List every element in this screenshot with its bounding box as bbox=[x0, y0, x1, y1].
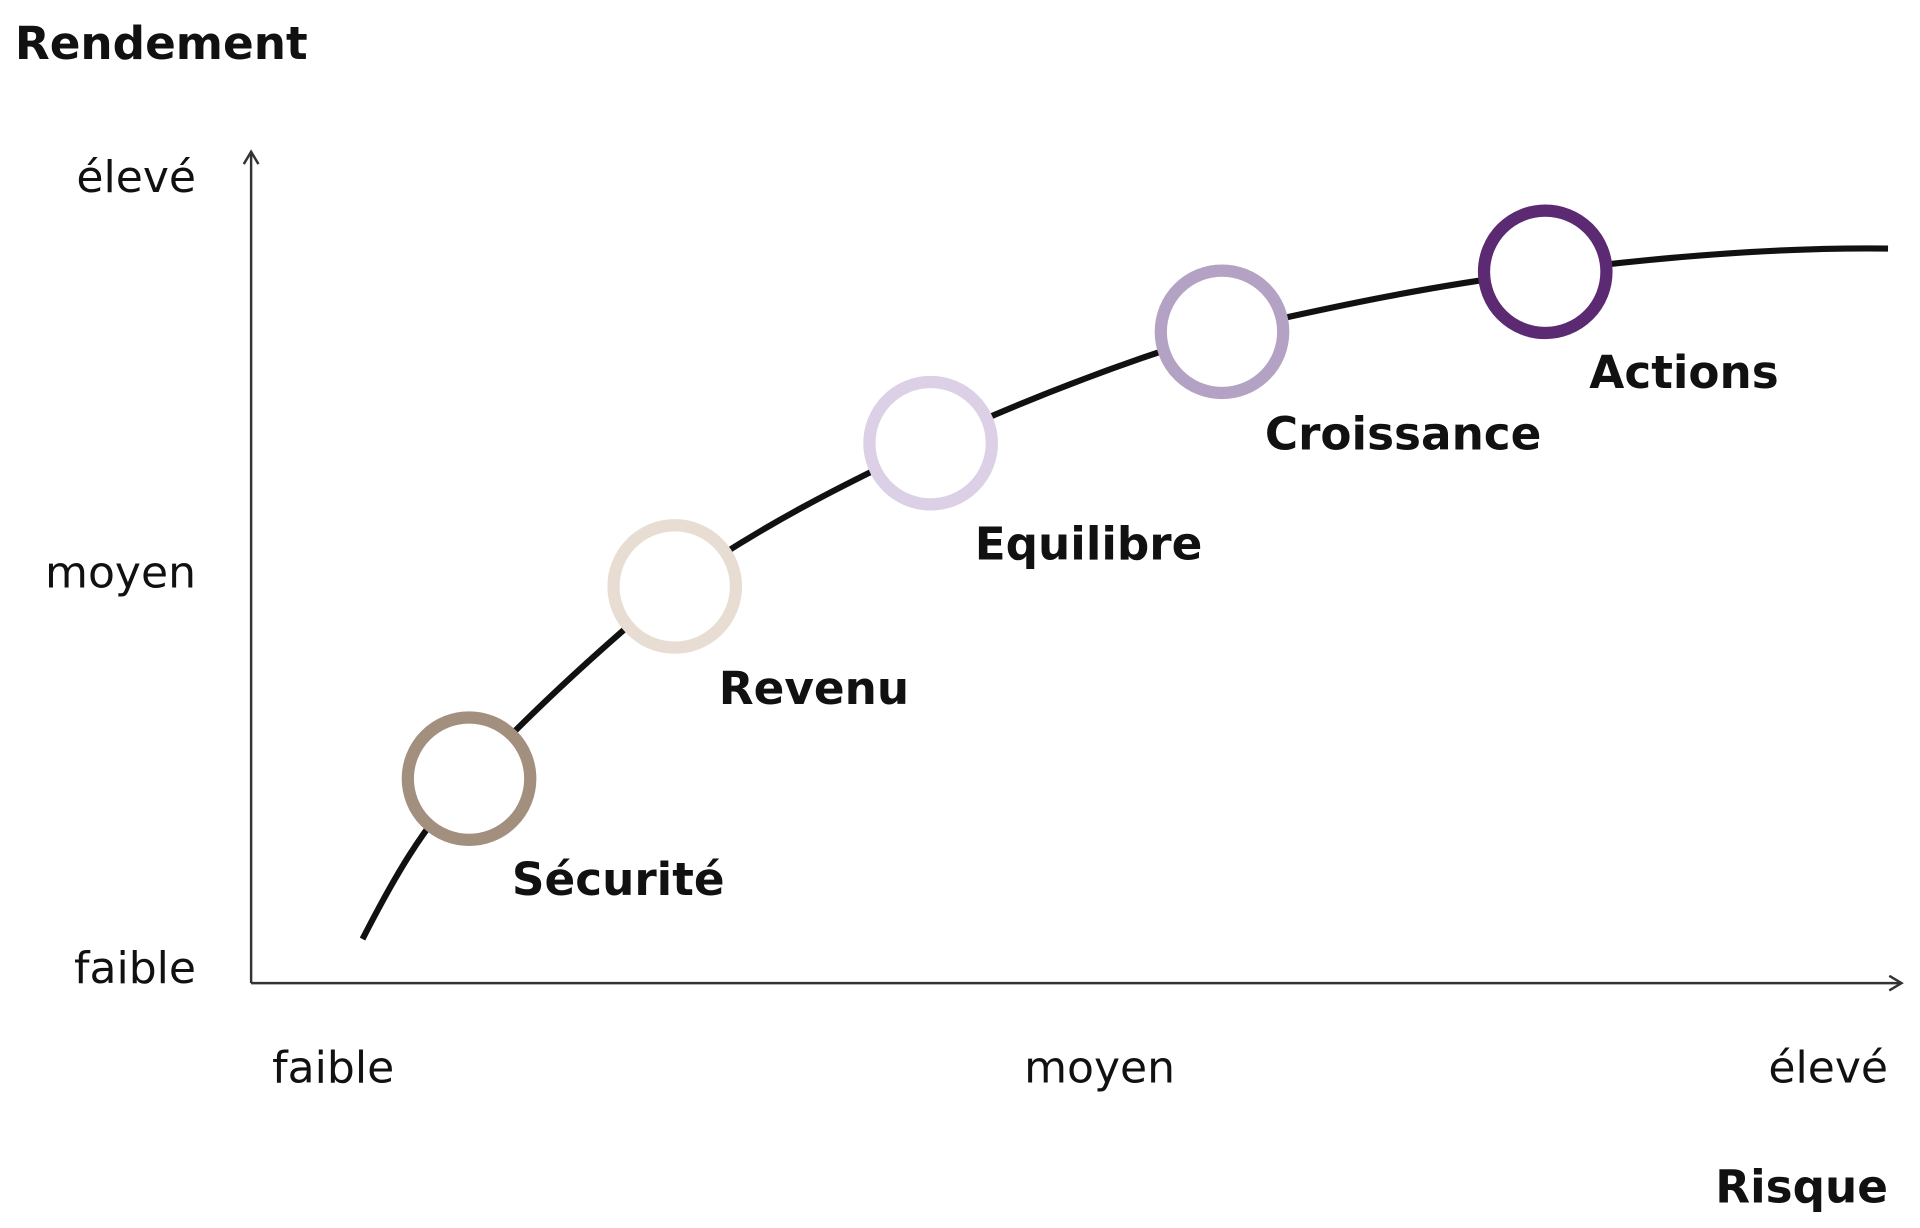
nodes: Sécurité Revenu Equilibre Croissance Actions bbox=[401, 204, 1779, 906]
x-label: élevé bbox=[1768, 1042, 1888, 1093]
y-arrow bbox=[242, 149, 260, 165]
y-label: faible bbox=[74, 943, 196, 994]
node-circle bbox=[863, 375, 998, 511]
node-label: Equilibre bbox=[975, 518, 1203, 571]
x-label: moyen bbox=[1024, 1042, 1175, 1093]
node-label: Sécurité bbox=[512, 853, 725, 906]
x-axis-title: Risque bbox=[1715, 1160, 1888, 1213]
y-label: moyen bbox=[45, 548, 196, 599]
node-circle bbox=[1154, 264, 1290, 400]
node-label: Croissance bbox=[1265, 407, 1542, 460]
y-label: élevé bbox=[76, 152, 196, 203]
x-arrow bbox=[1888, 974, 1904, 992]
y-axis-title: Rendement bbox=[15, 17, 308, 70]
x-label: faible bbox=[272, 1042, 394, 1093]
node-circle bbox=[401, 711, 537, 847]
node-circle bbox=[607, 519, 743, 654]
node-label: Revenu bbox=[719, 662, 909, 715]
node-label: Actions bbox=[1589, 346, 1778, 399]
node-circle bbox=[1477, 204, 1613, 340]
